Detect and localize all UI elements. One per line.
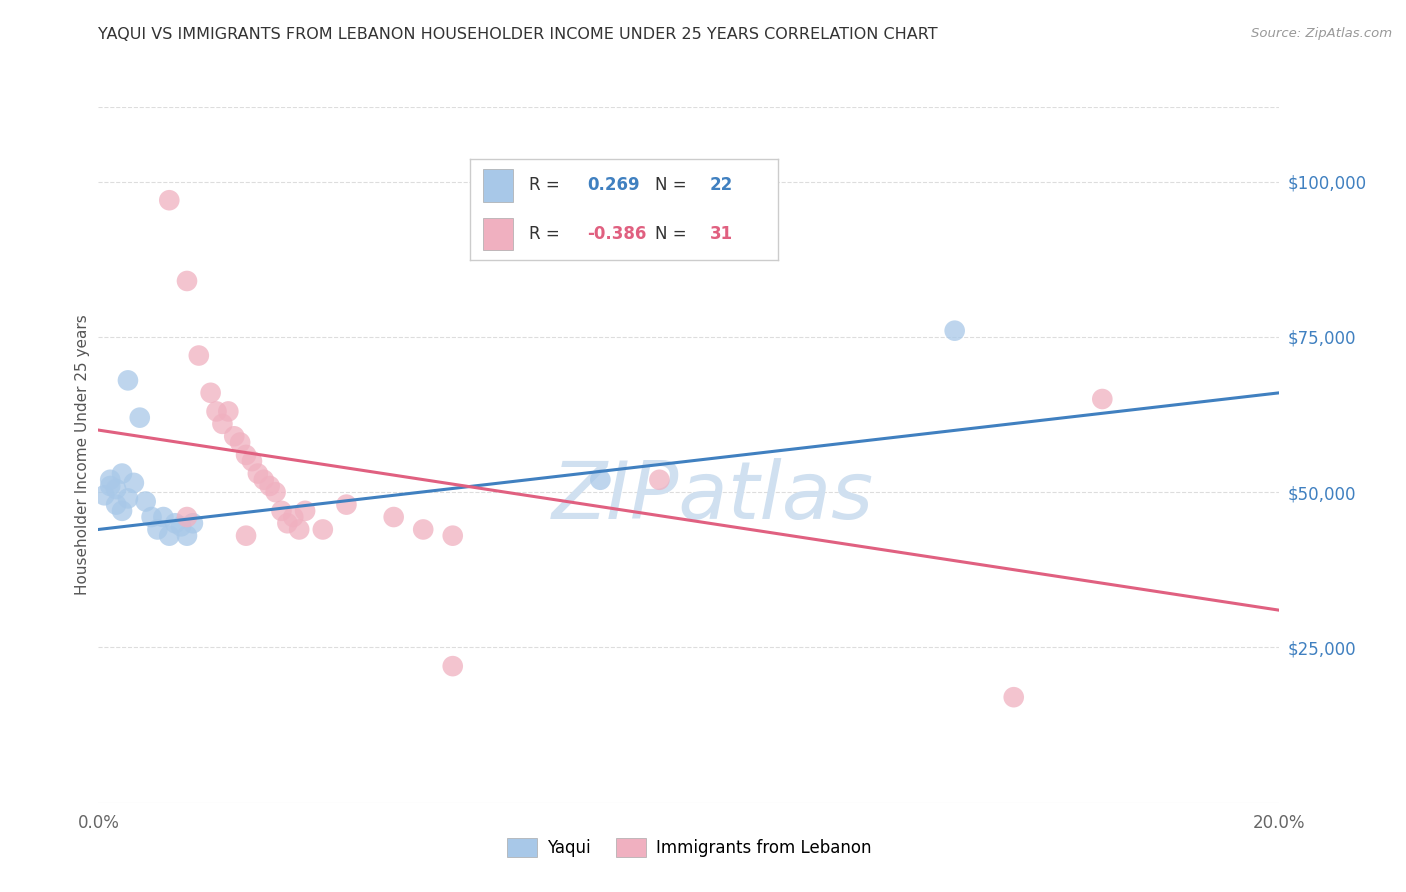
Point [157,529,180,543]
Text: N =: N = [655,177,692,194]
Point [170,519,193,533]
Text: ZIPatlas: ZIPatlas [551,458,873,536]
Point [176,529,198,543]
Text: R =: R = [529,177,565,194]
Point [217,404,239,418]
Point [105,498,128,512]
Point [235,448,257,462]
Point [1091,392,1114,406]
Point [152,510,174,524]
Point [176,510,198,524]
Point [146,523,169,537]
Text: 31: 31 [710,225,733,243]
Point [135,494,157,508]
Point [176,274,198,288]
Point [187,349,209,363]
Point [117,491,139,506]
Point [312,523,335,537]
Point [294,504,316,518]
Point [105,482,128,496]
Point [93,488,115,502]
Point [441,529,464,543]
Point [128,410,150,425]
Point [235,529,257,543]
Point [157,193,180,207]
Text: N =: N = [655,225,692,243]
Legend: Yaqui, Immigrants from Lebanon: Yaqui, Immigrants from Lebanon [501,831,877,864]
Point [270,504,292,518]
Y-axis label: Householder Income Under 25 years: Householder Income Under 25 years [75,315,90,595]
Point [259,479,281,493]
Point [264,485,287,500]
Point [441,659,464,673]
Point [200,385,222,400]
Point [335,498,357,512]
Point [117,373,139,387]
Text: 22: 22 [710,177,733,194]
Point [111,504,134,518]
Point [412,523,434,537]
Point [229,435,252,450]
Point [224,429,246,443]
Point [98,473,121,487]
Point [382,510,405,524]
Point [276,516,298,531]
Point [205,404,228,418]
Text: Source: ZipAtlas.com: Source: ZipAtlas.com [1251,27,1392,40]
Point [211,417,233,431]
Point [98,479,121,493]
Point [1002,690,1025,705]
Point [288,523,311,537]
Point [648,473,671,487]
Text: R =: R = [529,225,565,243]
Point [181,516,204,531]
Point [246,467,269,481]
Point [122,475,145,490]
Point [165,516,187,531]
FancyBboxPatch shape [482,169,513,202]
Text: 0.269: 0.269 [588,177,640,194]
Point [240,454,263,468]
FancyBboxPatch shape [482,218,513,250]
Point [589,473,612,487]
Point [943,324,966,338]
Text: -0.386: -0.386 [588,225,647,243]
Text: YAQUI VS IMMIGRANTS FROM LEBANON HOUSEHOLDER INCOME UNDER 25 YEARS CORRELATION C: YAQUI VS IMMIGRANTS FROM LEBANON HOUSEHO… [98,27,938,42]
Point [253,473,276,487]
Point [111,467,134,481]
Point [283,510,305,524]
Point [141,510,163,524]
